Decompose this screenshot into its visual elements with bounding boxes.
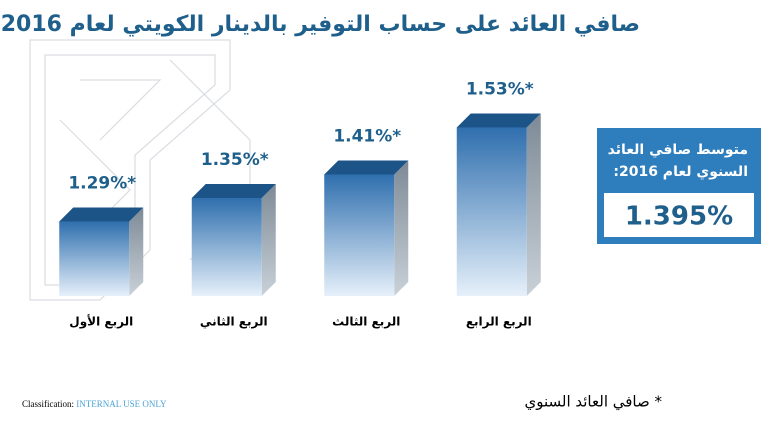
bar-top	[59, 207, 144, 222]
value-label: 1.53%*	[466, 79, 534, 99]
footnote: * صافي العائد السنوي	[524, 393, 662, 412]
bar-side	[394, 160, 409, 296]
value-label: 1.29%*	[68, 174, 136, 194]
summary-label: السنوي لعام 2016:	[613, 164, 748, 181]
x-tick-label: الربع الثاني	[200, 315, 268, 329]
bar-top	[456, 113, 541, 128]
value-label: 1.35%*	[201, 150, 269, 170]
bar	[324, 174, 395, 296]
bar-top	[324, 160, 409, 175]
summary-box: متوسط صافي العائد السنوي لعام 2016: 1.39…	[597, 128, 761, 244]
background-decoration	[29, 39, 251, 301]
summary-inner	[604, 193, 754, 237]
classification-value: INTERNAL USE ONLY	[76, 399, 167, 409]
chart-title: صافي العائد على حساب التوفير بالدينار ال…	[1, 12, 640, 37]
bar-side	[261, 184, 276, 296]
summary-value: 1.395%	[625, 202, 733, 232]
value-label: 1.41%*	[333, 126, 401, 146]
bar-side	[129, 207, 144, 296]
classification-label: Classification:	[22, 399, 74, 409]
bar	[456, 127, 527, 296]
bar	[59, 221, 130, 296]
summary-label: متوسط صافي العائد	[608, 142, 748, 158]
x-tick-label: الربع الأول	[69, 314, 133, 330]
classification: Classification: INTERNAL USE ONLY	[22, 399, 167, 409]
x-tick-label: الربع الرابع	[466, 315, 532, 329]
bar	[191, 198, 262, 296]
x-tick-label: الربع الثالث	[332, 315, 400, 329]
bar-side	[526, 113, 541, 296]
bar-top	[191, 184, 276, 198]
